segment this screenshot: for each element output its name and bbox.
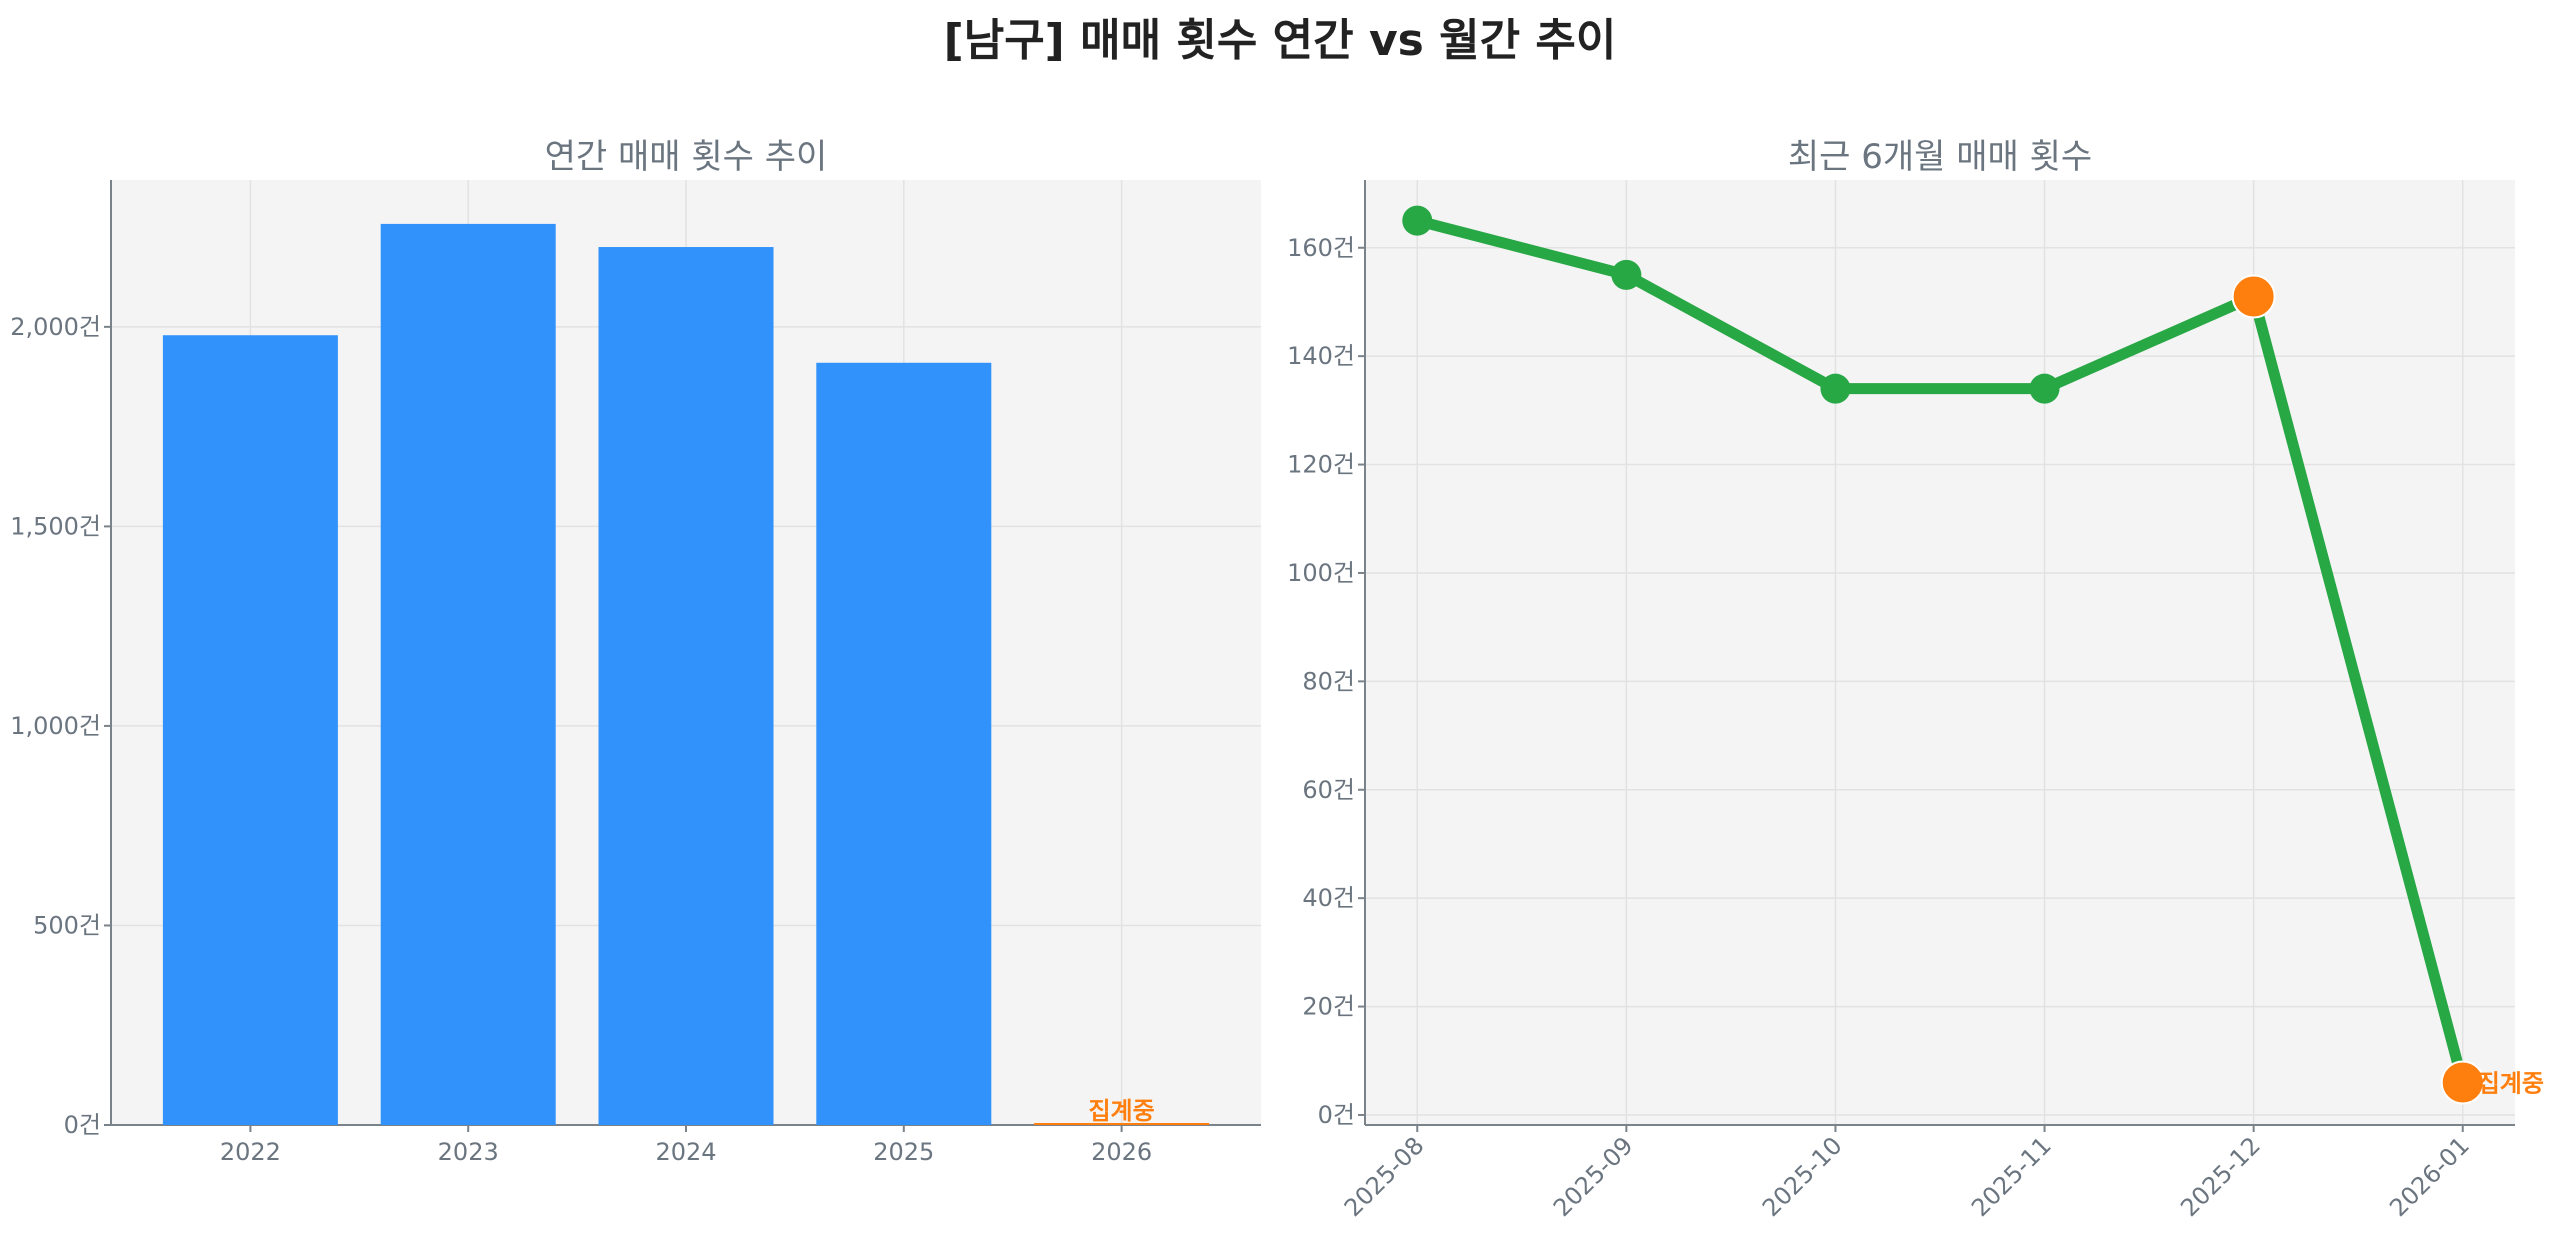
bar-chart-ytick-label: 1,000건 <box>10 712 101 740</box>
bar-2025 <box>816 362 992 1125</box>
line-chart-xtick-label: 2025-08 <box>1339 1131 1430 1222</box>
line-chart-xtick-label: 2025-12 <box>2175 1131 2266 1222</box>
bar-chart-xtick-label: 2026 <box>1091 1138 1152 1166</box>
point-2025-12 <box>2231 274 2276 319</box>
line-chart-ytick-label: 80건 <box>1302 667 1355 695</box>
point-2025-10 <box>1820 373 1851 404</box>
bar-chart-ytick-label: 0건 <box>64 1111 101 1139</box>
line-chart-ytick-label: 100건 <box>1287 559 1355 587</box>
line-chart-ytick-label: 140건 <box>1287 342 1355 370</box>
line-chart-ytick-label: 0건 <box>1318 1101 1355 1129</box>
line-chart-plot-area <box>1365 180 2515 1125</box>
bar-2026 <box>1034 1123 1210 1125</box>
line-chart-xtick-label: 2025-11 <box>1966 1131 2057 1222</box>
line-chart-title: 최근 6개월 매매 횟수 <box>1788 137 2092 177</box>
line-annotation: 집계중 <box>2478 1069 2544 1097</box>
point-2026-01 <box>2440 1060 2485 1105</box>
line-chart-ytick-label: 120건 <box>1287 451 1355 479</box>
line-chart-xtick-label: 2025-09 <box>1548 1131 1639 1222</box>
bar-2024 <box>598 247 774 1125</box>
line-chart-ytick-label: 20건 <box>1302 993 1355 1021</box>
bar-chart-xtick-label: 2022 <box>220 1138 281 1166</box>
bar-chart-ytick-label: 500건 <box>33 911 101 939</box>
point-2025-08 <box>1402 205 1433 236</box>
figure-title: [남구] 매매 횟수 연간 vs 월간 추이 <box>943 15 1617 66</box>
bar-2022 <box>162 335 338 1125</box>
bar-chart-title: 연간 매매 횟수 추이 <box>545 137 828 177</box>
line-chart-ytick-label: 160건 <box>1287 234 1355 262</box>
bar-chart-ytick-label: 2,000건 <box>10 313 101 341</box>
bar-chart-xtick-label: 2024 <box>655 1138 716 1166</box>
point-2025-09 <box>1611 259 1642 290</box>
line-chart-ytick-label: 40건 <box>1302 884 1355 912</box>
bar-annotation: 집계중 <box>1088 1097 1154 1125</box>
point-2025-11 <box>2029 373 2060 404</box>
line-chart-ytick-label: 60건 <box>1302 776 1355 804</box>
bar-2023 <box>380 223 556 1125</box>
bar-chart-xtick-label: 2025 <box>873 1138 934 1166</box>
bar-chart-xtick-label: 2023 <box>438 1138 499 1166</box>
line-chart-xtick-label: 2025-10 <box>1757 1131 1848 1222</box>
line-series <box>1415 215 2469 1084</box>
bar-chart-ytick-label: 1,500건 <box>10 512 101 540</box>
line-chart-xtick-label: 2026-01 <box>2384 1131 2475 1222</box>
